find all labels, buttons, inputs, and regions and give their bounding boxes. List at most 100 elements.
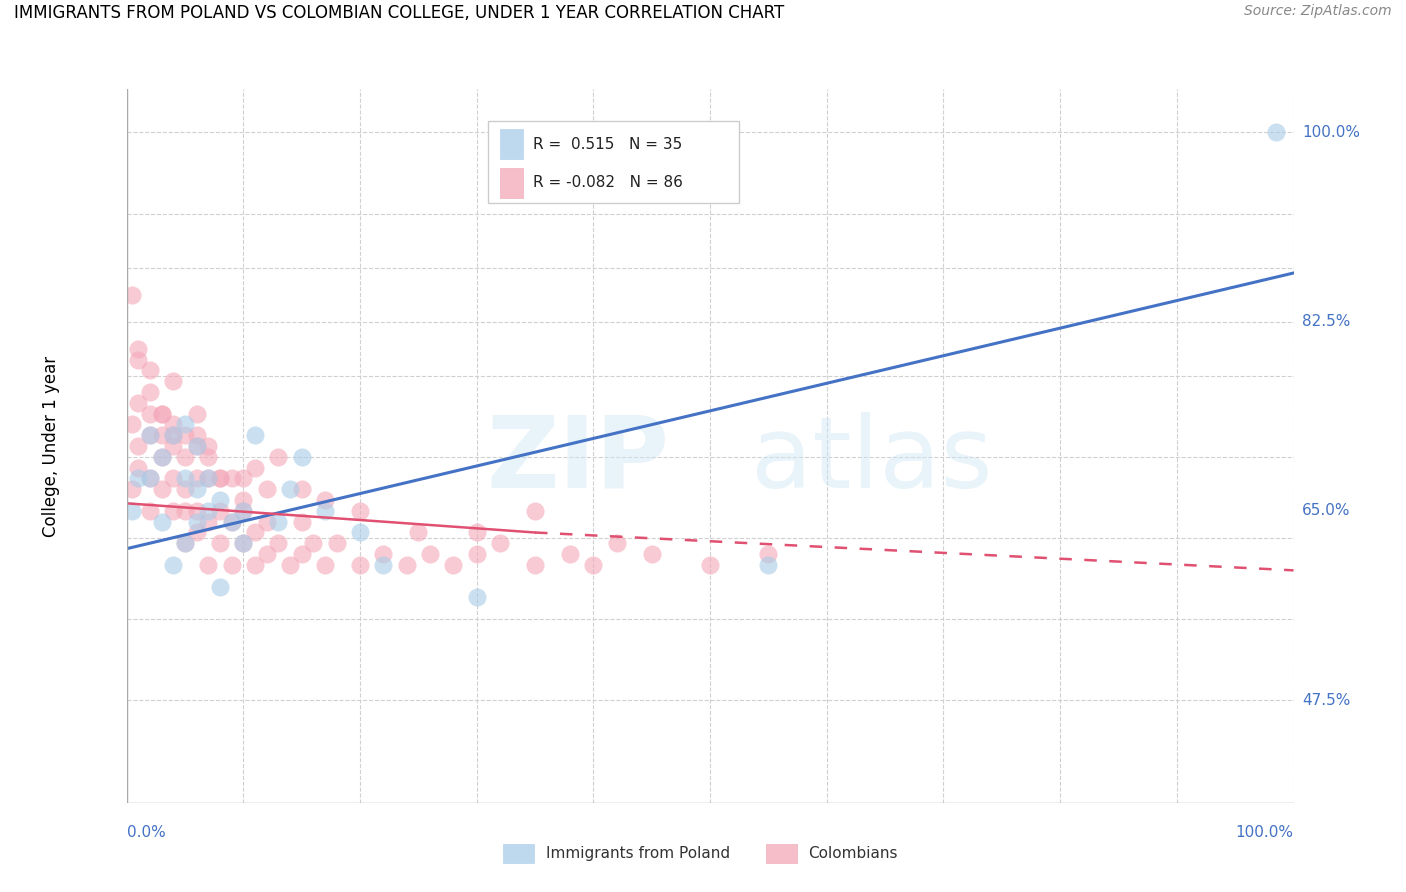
Point (302, 536, 325, 550)
Point (162, 428, 184, 442)
Point (197, 504, 219, 518)
Point (197, 450, 219, 464)
Point (465, 525, 488, 540)
Point (162, 439, 184, 453)
Text: Immigrants from Poland: Immigrants from Poland (546, 847, 730, 861)
Point (349, 504, 371, 518)
Point (150, 407, 173, 421)
Point (373, 558, 395, 572)
Point (641, 547, 664, 561)
Point (221, 515, 243, 529)
Point (278, 558, 301, 572)
Point (186, 428, 208, 442)
Point (756, 558, 779, 572)
Point (139, 407, 162, 421)
Point (314, 558, 336, 572)
Bar (503, 844, 534, 863)
Point (208, 504, 231, 518)
Point (121, 482, 143, 496)
Point (489, 536, 512, 550)
Point (174, 482, 197, 496)
Point (606, 536, 628, 550)
Point (139, 384, 162, 399)
Point (208, 580, 231, 594)
Point (243, 428, 266, 442)
Point (186, 439, 208, 453)
Point (256, 515, 278, 529)
Text: 100.0%: 100.0% (1236, 825, 1294, 840)
Text: 100.0%: 100.0% (1302, 125, 1360, 140)
Point (221, 471, 243, 485)
Point (465, 547, 488, 561)
Bar (501, 168, 523, 198)
Point (349, 558, 371, 572)
Point (139, 428, 162, 442)
Point (582, 558, 605, 572)
Point (267, 536, 290, 550)
Point (208, 471, 231, 485)
Point (756, 547, 779, 561)
Text: R = -0.082   N = 86: R = -0.082 N = 86 (533, 176, 682, 190)
Point (139, 504, 162, 518)
Point (232, 471, 254, 485)
Point (256, 547, 278, 561)
Point (419, 547, 441, 561)
Text: Source: ZipAtlas.com: Source: ZipAtlas.com (1244, 4, 1392, 19)
Text: 82.5%: 82.5% (1302, 314, 1350, 329)
Point (186, 439, 208, 453)
Point (174, 450, 197, 464)
Point (150, 450, 173, 464)
Point (232, 536, 254, 550)
Point (221, 558, 243, 572)
Point (523, 558, 546, 572)
Point (349, 525, 371, 540)
Point (232, 536, 254, 550)
Point (232, 504, 254, 518)
Point (186, 482, 208, 496)
Point (373, 547, 395, 561)
Point (208, 536, 231, 550)
Point (197, 515, 219, 529)
Point (523, 504, 546, 518)
Point (174, 417, 197, 432)
Point (325, 536, 347, 550)
Point (243, 558, 266, 572)
Point (162, 471, 184, 485)
Point (139, 471, 162, 485)
Point (243, 525, 266, 540)
Point (1265, 125, 1288, 139)
Point (256, 482, 278, 496)
Point (127, 352, 149, 367)
Point (208, 471, 231, 485)
Text: 65.0%: 65.0% (1302, 503, 1350, 518)
Point (162, 558, 184, 572)
Point (232, 493, 254, 508)
Point (290, 482, 312, 496)
Point (162, 504, 184, 518)
Point (139, 363, 162, 377)
Point (162, 374, 184, 388)
Point (197, 439, 219, 453)
FancyBboxPatch shape (488, 121, 740, 203)
Point (232, 504, 254, 518)
Text: College, Under 1 year: College, Under 1 year (42, 355, 59, 537)
Point (558, 547, 581, 561)
Point (121, 287, 143, 301)
Text: ZIP: ZIP (486, 412, 669, 508)
Point (162, 417, 184, 432)
Point (408, 525, 430, 540)
Point (197, 558, 219, 572)
Point (314, 504, 336, 518)
Point (243, 460, 266, 475)
Point (121, 504, 143, 518)
Point (139, 471, 162, 485)
Point (174, 536, 197, 550)
Point (267, 450, 290, 464)
Point (150, 482, 173, 496)
Point (290, 547, 312, 561)
Point (186, 504, 208, 518)
Bar (766, 844, 797, 863)
Point (290, 450, 312, 464)
Point (197, 471, 219, 485)
Point (186, 525, 208, 540)
